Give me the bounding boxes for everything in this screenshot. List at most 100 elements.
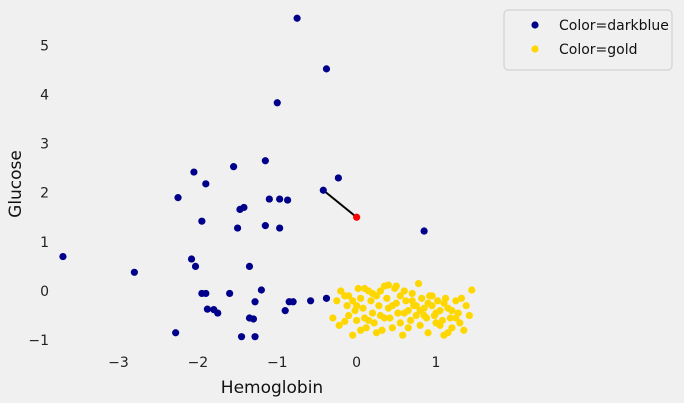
y-tick-label: 1: [40, 235, 49, 251]
data-point: [416, 321, 424, 329]
data-point: [408, 297, 416, 305]
data-point: [265, 195, 273, 203]
data-point: [412, 302, 420, 310]
data-point: [307, 297, 315, 305]
data-point: [237, 333, 246, 341]
data-point: [383, 294, 391, 302]
data-point: [386, 314, 394, 322]
data-point: [251, 333, 259, 341]
x-tick-label: −3: [108, 355, 129, 371]
data-point: [375, 302, 383, 310]
data-point: [354, 284, 362, 293]
data-point: [202, 180, 210, 188]
data-point: [428, 292, 436, 300]
x-tick-label: −2: [188, 355, 209, 371]
data-point: [236, 205, 244, 214]
legend-marker: [531, 21, 539, 29]
data-point: [233, 224, 242, 232]
plot-area: [55, 5, 490, 346]
y-tick-label: 4: [40, 87, 49, 103]
data-point: [59, 252, 67, 261]
data-point: [368, 289, 377, 298]
data-point: [249, 315, 258, 323]
data-point: [322, 294, 331, 302]
data-point: [319, 186, 327, 194]
data-point: [460, 326, 468, 334]
data-point: [273, 99, 281, 107]
x-tick-label: −1: [267, 355, 288, 371]
data-point: [412, 311, 420, 320]
data-point: [408, 289, 416, 298]
data-point: [378, 326, 386, 334]
data-point: [289, 298, 297, 306]
data-point: [376, 287, 385, 295]
data-point: [202, 289, 210, 298]
data-point: [462, 302, 470, 310]
data-point: [414, 279, 423, 288]
data-point: [372, 329, 381, 337]
x-axis-ticks: −3 −2 −1 0 1: [108, 355, 440, 371]
data-point: [226, 289, 234, 298]
data-point: [370, 319, 378, 327]
data-point: [400, 309, 408, 317]
data-point: [174, 194, 182, 202]
data-point: [364, 316, 373, 325]
data-point: [404, 324, 412, 332]
data-point: [448, 324, 456, 332]
y-tick-label: 0: [40, 284, 49, 300]
data-point: [276, 224, 284, 232]
data-point: [440, 299, 448, 307]
data-point: [257, 286, 265, 294]
data-point: [399, 331, 407, 339]
legend-entry: Color=gold: [559, 42, 638, 58]
plot-background: [55, 5, 490, 346]
data-point: [468, 286, 476, 294]
data-point: [357, 326, 365, 334]
data-point: [367, 297, 375, 305]
data-point: [322, 65, 331, 73]
data-point: [203, 305, 212, 313]
data-point: [362, 324, 370, 332]
data-point: [261, 157, 269, 165]
data-point: [214, 309, 222, 317]
x-tick-label: 1: [432, 355, 441, 371]
x-tick-label: 0: [352, 355, 361, 371]
data-point: [434, 297, 442, 305]
y-tick-label: −1: [28, 333, 49, 349]
data-point: [465, 311, 473, 320]
data-point: [345, 311, 353, 320]
connector-lines: [322, 189, 358, 219]
data-point: [396, 319, 404, 327]
data-point: [384, 281, 392, 289]
y-tick-label: 2: [40, 186, 49, 202]
data-point: [452, 297, 460, 305]
data-point: [448, 307, 456, 315]
data-point: [420, 227, 428, 235]
y-tick-label: 5: [40, 38, 49, 54]
data-point: [388, 302, 396, 310]
data-point: [446, 314, 454, 322]
data-point: [457, 294, 466, 302]
data-point: [353, 316, 361, 325]
data-point: [424, 299, 432, 307]
legend-box: [503, 9, 673, 71]
data-point: [357, 294, 365, 302]
data-point: [418, 294, 426, 302]
data-point: [416, 307, 424, 315]
data-point: [394, 309, 402, 317]
data-point: [400, 287, 408, 295]
data-point: [276, 195, 284, 203]
data-point: [345, 292, 353, 300]
data-point: [402, 297, 410, 305]
data-point: [343, 302, 351, 310]
data-point: [407, 316, 415, 325]
data-point: [349, 331, 357, 339]
data-point: [293, 14, 301, 22]
data-point: [333, 297, 341, 305]
data-point: [261, 222, 269, 230]
data-point: [335, 321, 343, 329]
data-point: [432, 309, 440, 317]
data-point: [452, 314, 460, 322]
data-point: [396, 292, 404, 300]
